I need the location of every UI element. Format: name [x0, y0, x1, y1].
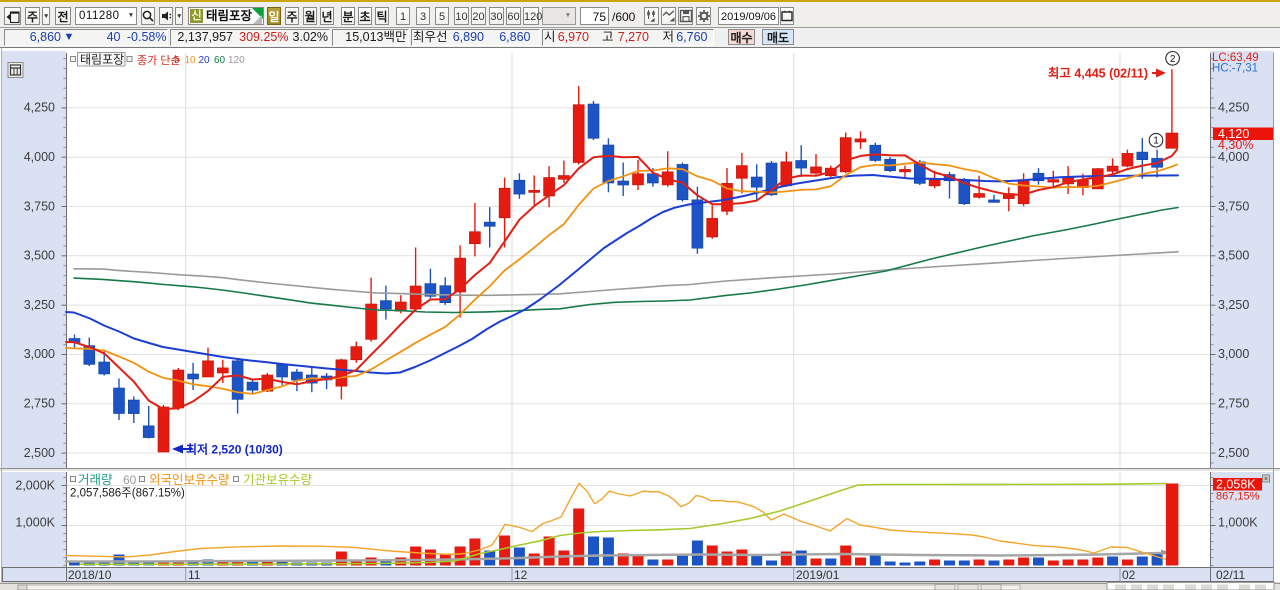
svg-text:2,500: 2,500	[24, 446, 55, 460]
svg-text:3,250: 3,250	[24, 298, 55, 312]
svg-text:2,750: 2,750	[24, 397, 55, 411]
svg-text:태림포장: 태림포장	[80, 53, 124, 67]
svg-text:3,500: 3,500	[1218, 249, 1249, 263]
svg-text:4,000: 4,000	[1218, 150, 1249, 164]
svg-text:02: 02	[1122, 568, 1136, 582]
svg-text:2,000K: 2,000K	[15, 478, 55, 492]
svg-text:2018/10: 2018/10	[68, 568, 112, 582]
svg-text:HC:-7,31: HC:-7,31	[1212, 63, 1258, 75]
svg-text:1: 1	[1153, 136, 1159, 147]
svg-text:3,500: 3,500	[24, 249, 55, 263]
svg-text:기관보유수량: 기관보유수량	[243, 473, 313, 487]
svg-text:1,000K: 1,000K	[1218, 516, 1258, 530]
svg-text:4,250: 4,250	[24, 101, 55, 115]
svg-text:LC:63,49: LC:63,49	[1212, 52, 1259, 64]
svg-text:최저 2,520 (10/30): 최저 2,520 (10/30)	[186, 442, 283, 457]
svg-text:5: 5	[174, 55, 180, 66]
svg-text:3,750: 3,750	[24, 199, 55, 213]
svg-text:2,058K: 2,058K	[1216, 477, 1256, 491]
svg-text:외국인보유수량: 외국인보유수량	[149, 473, 230, 487]
svg-text:1,000K: 1,000K	[15, 516, 55, 530]
svg-text:867,15%: 867,15%	[1216, 491, 1260, 503]
svg-text:2: 2	[1170, 54, 1176, 65]
svg-text:4,30%: 4,30%	[1218, 138, 1253, 152]
svg-text:11: 11	[188, 568, 201, 582]
svg-text:20: 20	[199, 55, 211, 66]
svg-text:10: 10	[185, 55, 197, 66]
svg-text:거래량: 거래량	[78, 473, 113, 487]
svg-text:3,000: 3,000	[24, 347, 55, 361]
svg-text:3,750: 3,750	[1218, 199, 1249, 213]
svg-text:60: 60	[123, 473, 137, 487]
svg-text:3,250: 3,250	[1218, 298, 1249, 312]
svg-text:2,750: 2,750	[1218, 397, 1249, 411]
svg-text:최고 4,445 (02/11): 최고 4,445 (02/11)	[1048, 66, 1148, 81]
svg-text:×: ×	[1264, 476, 1268, 483]
svg-text:2019/01: 2019/01	[796, 568, 840, 582]
svg-text:2,500: 2,500	[1218, 446, 1249, 460]
svg-text:4,120: 4,120	[1218, 127, 1249, 141]
svg-text:120: 120	[228, 55, 245, 66]
svg-text:3,000: 3,000	[1218, 347, 1249, 361]
svg-text:12: 12	[514, 568, 528, 582]
svg-text:02/11: 02/11	[1216, 568, 1245, 582]
svg-text:4,250: 4,250	[1218, 101, 1249, 115]
svg-text:2,057,586주(867.15%): 2,057,586주(867.15%)	[70, 488, 185, 500]
svg-text:4,000: 4,000	[24, 150, 55, 164]
svg-text:60: 60	[214, 55, 226, 66]
svg-text:종가 단순: 종가 단순	[137, 54, 181, 67]
